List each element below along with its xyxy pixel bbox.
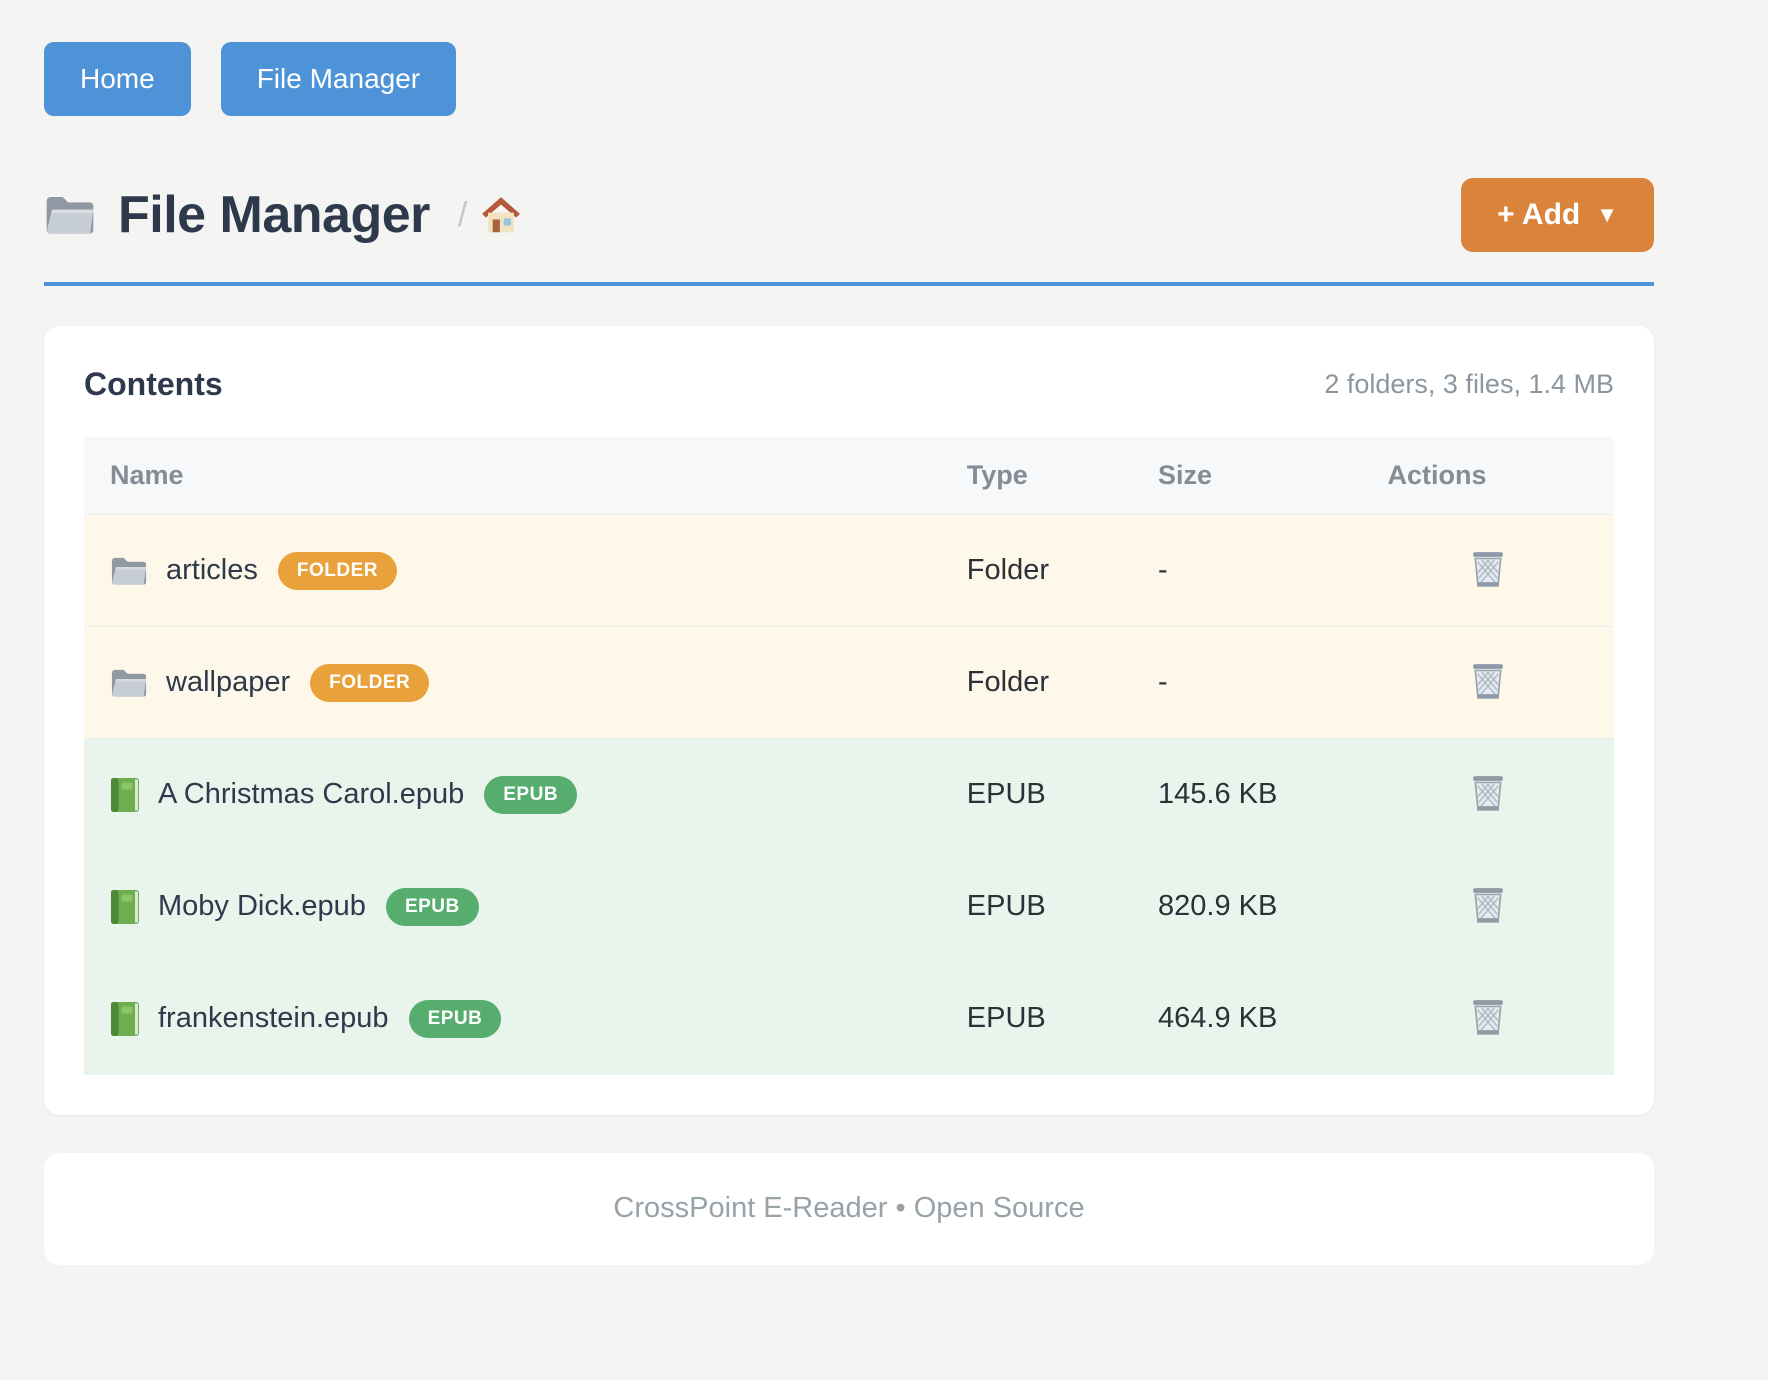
file-table: Name Type Size Actions articles FOLDER	[84, 437, 1614, 1075]
add-button[interactable]: + Add ▼	[1461, 178, 1654, 252]
folder-badge: FOLDER	[310, 663, 430, 702]
page-header: File Manager / + Add ▼	[44, 178, 1654, 252]
folder-icon	[44, 193, 96, 237]
breadcrumb: /	[458, 196, 521, 235]
nav-file-manager-button[interactable]: File Manager	[220, 42, 457, 116]
title-wrap: File Manager /	[44, 185, 521, 245]
top-navigation: Home File Manager	[44, 42, 1654, 116]
trash-icon[interactable]	[1466, 546, 1510, 592]
type-cell: EPUB	[940, 850, 1133, 963]
table-row: wallpaper FOLDER Folder -	[84, 626, 1614, 739]
type-cell: Folder	[940, 626, 1133, 739]
table-row: articles FOLDER Folder -	[84, 514, 1614, 627]
table-row: A Christmas Carol.epub EPUB EPUB 145.6 K…	[84, 738, 1614, 851]
folder-name-link[interactable]: wallpaper	[166, 666, 291, 698]
page: Home File Manager File Manager / + Add ▼…	[44, 42, 1654, 1265]
size-cell: -	[1132, 626, 1362, 739]
folder-icon	[110, 667, 148, 699]
size-cell: -	[1132, 514, 1362, 627]
book-icon	[110, 1001, 140, 1037]
file-name-link[interactable]: A Christmas Carol.epub	[158, 778, 465, 810]
file-name-link[interactable]: frankenstein.epub	[158, 1002, 389, 1035]
footer-text: CrossPoint E-Reader • Open Source	[613, 1192, 1085, 1224]
book-icon	[110, 777, 140, 813]
folder-badge: FOLDER	[277, 551, 397, 590]
size-cell: 820.9 KB	[1132, 850, 1362, 963]
column-header-size: Size	[1132, 437, 1362, 515]
contents-card: Contents 2 folders, 3 files, 1.4 MB Name…	[44, 326, 1654, 1115]
folder-icon	[110, 555, 148, 587]
trash-icon[interactable]	[1466, 658, 1510, 704]
book-icon	[110, 889, 140, 925]
type-cell: EPUB	[940, 738, 1133, 851]
file-name-link[interactable]: Moby Dick.epub	[158, 890, 366, 922]
contents-summary: 2 folders, 3 files, 1.4 MB	[1324, 369, 1614, 399]
home-icon[interactable]	[481, 196, 521, 234]
footer: CrossPoint E-Reader • Open Source	[44, 1152, 1654, 1265]
epub-badge: EPUB	[385, 887, 479, 926]
contents-header: Contents 2 folders, 3 files, 1.4 MB	[84, 366, 1614, 403]
trash-icon[interactable]	[1466, 994, 1510, 1040]
table-row: Moby Dick.epub EPUB EPUB 820.9 KB	[84, 850, 1614, 963]
epub-badge: EPUB	[484, 775, 578, 814]
caret-down-icon: ▼	[1596, 202, 1618, 227]
column-header-type: Type	[940, 437, 1133, 515]
column-header-actions: Actions	[1361, 437, 1614, 515]
nav-home-button[interactable]: Home	[44, 42, 191, 116]
table-header-row: Name Type Size Actions	[84, 437, 1614, 515]
add-button-label: + Add	[1497, 198, 1581, 231]
epub-badge: EPUB	[408, 999, 502, 1038]
type-cell: EPUB	[940, 962, 1133, 1075]
size-cell: 464.9 KB	[1132, 962, 1362, 1075]
folder-name-link[interactable]: articles	[166, 554, 258, 586]
trash-icon[interactable]	[1466, 770, 1510, 816]
type-cell: Folder	[940, 514, 1133, 627]
column-header-name: Name	[84, 437, 941, 515]
table-row: frankenstein.epub EPUB EPUB 464.9 KB	[84, 962, 1614, 1075]
breadcrumb-separator: /	[457, 195, 468, 234]
trash-icon[interactable]	[1466, 882, 1510, 928]
title-divider	[44, 282, 1654, 286]
size-cell: 145.6 KB	[1132, 738, 1362, 851]
contents-title: Contents	[84, 366, 223, 402]
page-title: File Manager	[118, 186, 430, 244]
